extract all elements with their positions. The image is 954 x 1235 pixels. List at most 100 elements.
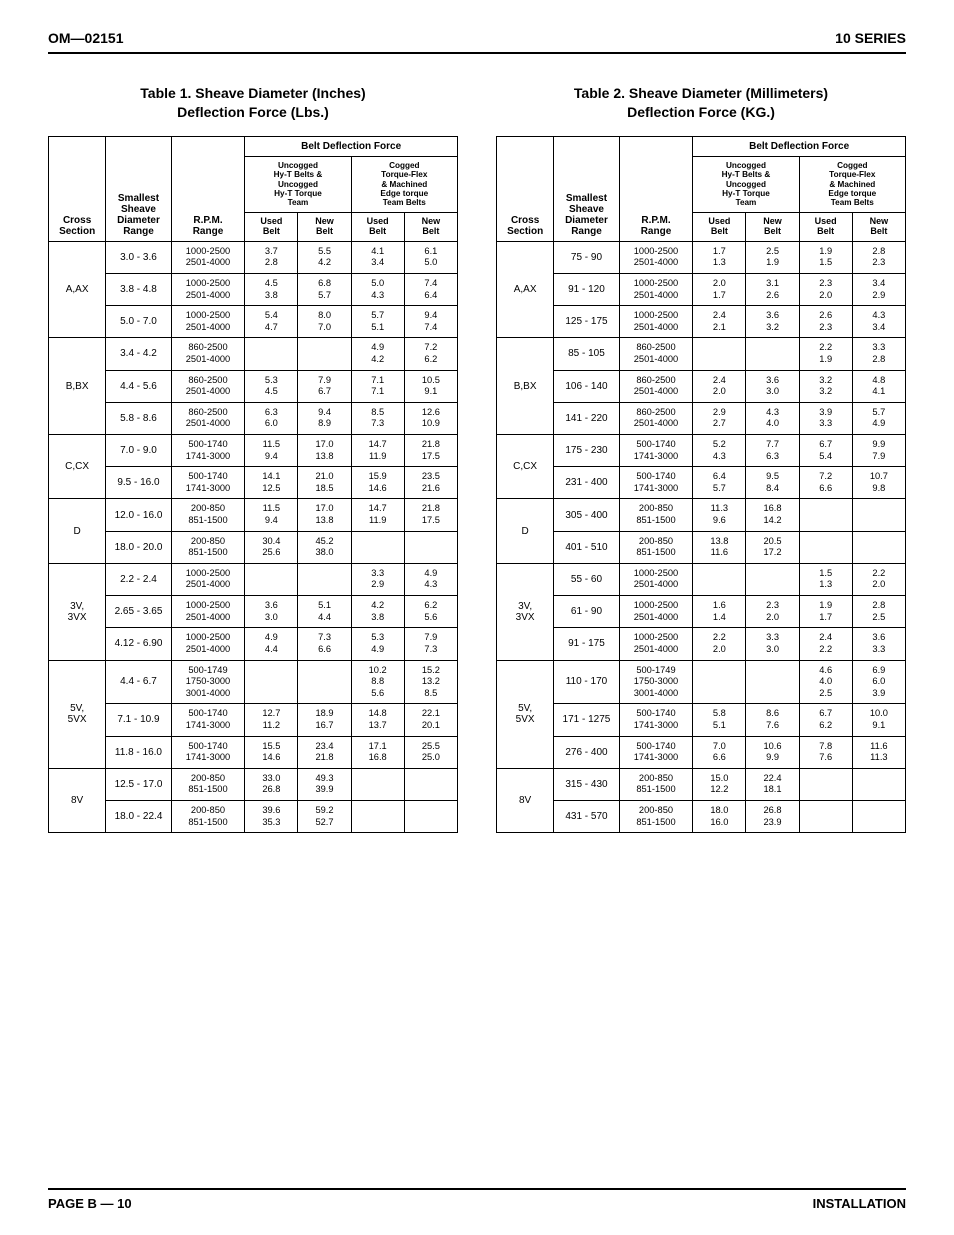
cell (799, 801, 852, 833)
cell: 21.018.5 (298, 467, 351, 499)
cell: 20.517.2 (746, 531, 799, 563)
cell: 500-17401741-3000 (619, 704, 693, 736)
cell (799, 499, 852, 531)
cell: 2.51.9 (746, 241, 799, 273)
page: OM—02151 10 SERIES Table 1. Sheave Diame… (0, 0, 954, 1235)
cell: 12.5 - 17.0 (106, 768, 171, 800)
cell: 500-17401741-3000 (171, 704, 245, 736)
table-row: B,BX3.4 - 4.2860-25002501-40004.94.27.26… (49, 338, 458, 370)
cell: 5.75.1 (351, 306, 404, 338)
cell: 200-850851-1500 (619, 531, 693, 563)
cross-section-cell: A,AX (49, 241, 106, 338)
cell: 500-17491750-30003001-4000 (171, 660, 245, 704)
cell: 200-850851-1500 (619, 801, 693, 833)
cell: 3.93.3 (799, 402, 852, 434)
cell: 1.61.4 (693, 596, 746, 628)
cell: 2.21.9 (799, 338, 852, 370)
cell: 9.47.4 (404, 306, 457, 338)
cell: 4.84.1 (852, 370, 905, 402)
table-row: D12.0 - 16.0200-850851-150011.59.417.013… (49, 499, 458, 531)
cell: 91 - 175 (554, 628, 619, 660)
cell: 106 - 140 (554, 370, 619, 402)
cell: 500-17401741-3000 (619, 467, 693, 499)
cell: 200-850851-1500 (171, 768, 245, 800)
cell: 7.97.3 (404, 628, 457, 660)
cell: 4.4 - 6.7 (106, 660, 171, 704)
header-right: 10 SERIES (835, 30, 906, 46)
cell: 21.817.5 (404, 434, 457, 466)
cell: 401 - 510 (554, 531, 619, 563)
cell: 22.418.1 (746, 768, 799, 800)
cell: 6.85.7 (298, 273, 351, 305)
cross-section-cell: 8V (49, 768, 106, 832)
cell: 3.32.9 (351, 563, 404, 595)
table-row: 7.1 - 10.9500-17401741-300012.711.218.91… (49, 704, 458, 736)
cell: 7.0 - 9.0 (106, 434, 171, 466)
cell: 3.33.0 (746, 628, 799, 660)
table-row: C,CX175 - 230500-17401741-30005.24.37.76… (497, 434, 906, 466)
table-row: 171 - 1275500-17401741-30005.85.18.67.66… (497, 704, 906, 736)
cell: 17.013.8 (298, 434, 351, 466)
th: UsedBelt (693, 212, 746, 241)
cell: 3.42.9 (852, 273, 905, 305)
cell: 85 - 105 (554, 338, 619, 370)
cell: 2.82.5 (852, 596, 905, 628)
cell (298, 563, 351, 595)
cell: 33.026.8 (245, 768, 298, 800)
cell: 1000-25002501-4000 (619, 596, 693, 628)
cell: 200-850851-1500 (619, 768, 693, 800)
cell: 5.14.4 (298, 596, 351, 628)
cell: 315 - 430 (554, 768, 619, 800)
cell: 2.32.0 (799, 273, 852, 305)
cell: 5.44.7 (245, 306, 298, 338)
cell: 9.97.9 (852, 434, 905, 466)
cell: 1000-25002501-4000 (619, 628, 693, 660)
cell: 500-17401741-3000 (171, 467, 245, 499)
table-row: 141 - 220860-25002501-40002.92.74.34.03.… (497, 402, 906, 434)
cell: 1000-25002501-4000 (171, 596, 245, 628)
cell: 6.15.0 (404, 241, 457, 273)
cell: 4.94.2 (351, 338, 404, 370)
cell: 4.94.4 (245, 628, 298, 660)
cell: 12.711.2 (245, 704, 298, 736)
cross-section-cell: 8V (497, 768, 554, 832)
table1-title-l1: Table 1. Sheave Diameter (Inches) (140, 85, 365, 101)
cell: 1000-25002501-4000 (171, 628, 245, 660)
cell: 12.0 - 16.0 (106, 499, 171, 531)
cell: 7.26.2 (404, 338, 457, 370)
cell: 7.17.1 (351, 370, 404, 402)
cell: 10.79.8 (852, 467, 905, 499)
cell: 3.12.6 (746, 273, 799, 305)
cell: 3.23.2 (799, 370, 852, 402)
cell (852, 768, 905, 800)
cell: 200-850851-1500 (619, 499, 693, 531)
cell: 6.75.4 (799, 434, 852, 466)
cell: 17.013.8 (298, 499, 351, 531)
th: R.P.M.Range (619, 136, 693, 241)
cell: 26.823.9 (746, 801, 799, 833)
cell: 12.610.9 (404, 402, 457, 434)
cell: 2.32.0 (746, 596, 799, 628)
cell: 3.63.0 (746, 370, 799, 402)
th: CoggedTorque-Flex& MachinedEdge torqueTe… (799, 156, 905, 212)
cell: 9.58.4 (746, 467, 799, 499)
cell (298, 660, 351, 704)
table-row: 5.8 - 8.6860-25002501-40006.36.09.48.98.… (49, 402, 458, 434)
table2: CrossSectionSmallestSheaveDiameterRangeR… (496, 136, 906, 833)
table-row: 106 - 140860-25002501-40002.42.03.63.03.… (497, 370, 906, 402)
table-row: 8V315 - 430200-850851-150015.012.222.418… (497, 768, 906, 800)
cell: 2.22.0 (693, 628, 746, 660)
cell: 55 - 60 (554, 563, 619, 595)
cell: 4.33.4 (852, 306, 905, 338)
cell: 141 - 220 (554, 402, 619, 434)
cell: 6.96.03.9 (852, 660, 905, 704)
table-row: C,CX7.0 - 9.0500-17401741-300011.59.417.… (49, 434, 458, 466)
cell (852, 531, 905, 563)
cell: 16.814.2 (746, 499, 799, 531)
cell: 23.421.8 (298, 736, 351, 768)
cell: 6.76.2 (799, 704, 852, 736)
th: UncoggedHy-T Belts &UncoggedHy-T TorqueT… (693, 156, 799, 212)
cell: 2.01.7 (693, 273, 746, 305)
cell: 15.012.2 (693, 768, 746, 800)
table-row: 3.8 - 4.81000-25002501-40004.53.86.85.75… (49, 273, 458, 305)
